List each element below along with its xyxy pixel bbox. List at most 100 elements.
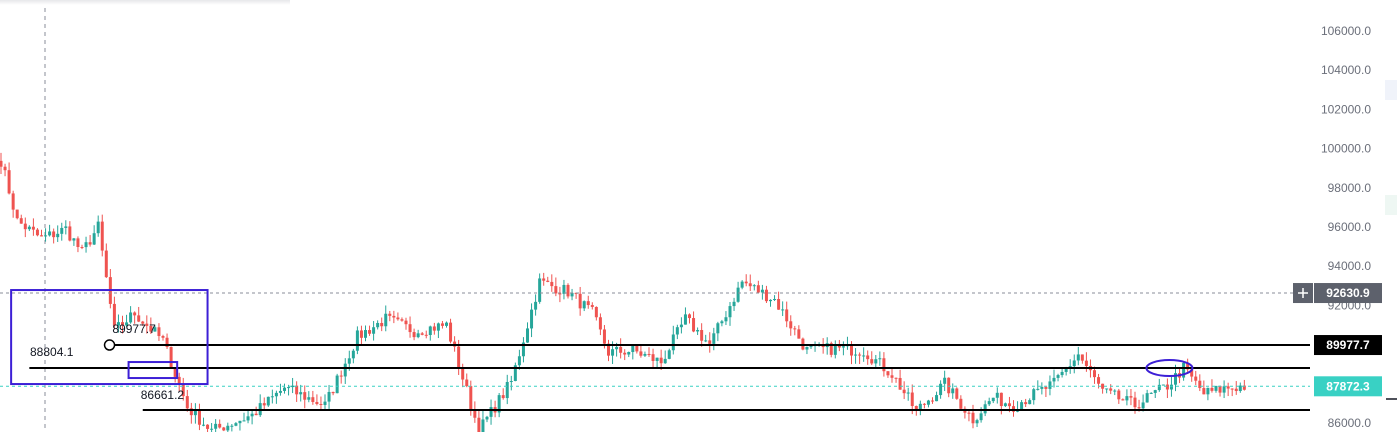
candle-body <box>266 396 270 406</box>
candle-body <box>631 345 635 353</box>
candle-body <box>550 281 554 287</box>
range-rectangle <box>10 289 209 386</box>
candle-body <box>886 371 890 376</box>
candle-body <box>906 392 910 394</box>
candle-body <box>809 346 813 348</box>
candle-body <box>724 317 728 322</box>
candle-body <box>667 350 671 359</box>
candle-body <box>1242 385 1246 390</box>
candle-body <box>623 352 627 355</box>
candle-body <box>31 226 35 230</box>
candle-body <box>542 278 546 281</box>
price-tick-label: 98000.0 <box>1328 181 1372 195</box>
candle-body <box>1113 390 1117 392</box>
candle-body <box>1060 371 1064 376</box>
candle-body <box>526 328 529 343</box>
axis-side-tab <box>1385 195 1397 215</box>
candle-body <box>902 389 906 394</box>
candle-body <box>586 301 590 306</box>
candle-body <box>781 309 785 311</box>
candle-body <box>291 385 295 388</box>
candle-body <box>287 387 291 389</box>
candle-body <box>440 323 444 326</box>
candle-body <box>1169 384 1173 390</box>
price-tick-label: 86000.0 <box>1328 416 1372 430</box>
candle-body <box>311 397 315 402</box>
candle-body <box>837 345 841 348</box>
candle-body <box>1165 384 1169 390</box>
candle-body <box>683 314 687 325</box>
candle-body <box>461 368 465 380</box>
candle-body <box>590 305 594 307</box>
candle-body <box>469 386 473 410</box>
candle-body <box>3 166 7 171</box>
candle-body <box>1117 390 1121 400</box>
candle-body <box>92 233 96 245</box>
candle-body <box>878 358 882 360</box>
candle-body <box>833 345 837 355</box>
candle-body <box>850 344 853 356</box>
horizontal-lines-group[interactable] <box>0 292 1310 412</box>
candle-body <box>866 355 870 360</box>
candle-body <box>704 340 708 342</box>
annotation-label-86661: 86661.2 <box>141 388 185 402</box>
candle-body <box>578 293 582 309</box>
candle-body <box>943 377 947 384</box>
candle-body <box>862 355 866 357</box>
candle-body <box>254 413 258 416</box>
candle-body <box>712 333 716 344</box>
candle-body <box>481 419 485 437</box>
candle-body <box>716 323 720 334</box>
candle-body <box>214 423 218 429</box>
candle-body <box>870 359 874 364</box>
candle-body <box>1028 400 1032 405</box>
candle-body <box>1230 388 1234 390</box>
price-axis[interactable]: 106000.0 104000.0 102000.0 100000.0 98000.0 9… <box>1310 0 1397 432</box>
candle-body <box>100 221 104 251</box>
candle-body <box>274 392 278 397</box>
candle-body <box>513 365 517 382</box>
candle-body <box>485 416 489 420</box>
price-tick-label: 106000.0 <box>1321 24 1371 38</box>
candle-body <box>1182 362 1186 378</box>
candle-body <box>1214 385 1218 391</box>
candle-body <box>607 343 610 356</box>
price-tick-label: 102000.0 <box>1321 102 1371 116</box>
candle-body <box>1226 386 1230 389</box>
candle-body <box>558 293 562 295</box>
candle-body <box>1020 402 1024 410</box>
candle-body <box>570 292 574 297</box>
candle-body <box>1109 388 1113 391</box>
candle-body <box>1206 387 1210 395</box>
annotations-group[interactable]: 89977.7 88804.1 86661.2 <box>10 289 1194 402</box>
candle-body <box>27 226 31 230</box>
candle-body <box>1093 370 1096 378</box>
candle-body <box>44 235 48 237</box>
candle-body <box>655 357 659 361</box>
candle-body <box>388 313 392 316</box>
candle-body <box>1012 406 1015 412</box>
candle-body <box>991 397 995 402</box>
candle-body <box>967 412 971 414</box>
candle-body <box>740 281 744 288</box>
price-badge <box>1314 376 1382 397</box>
candle-body <box>116 322 120 326</box>
anchor-point <box>103 339 116 351</box>
candle-body <box>627 352 631 355</box>
candle-body <box>1198 380 1202 389</box>
candle-body <box>1190 369 1194 377</box>
price-badge-label: 87872.3 <box>1326 379 1370 393</box>
candle-body <box>611 349 615 356</box>
candle-body <box>1125 396 1129 401</box>
candle-body <box>359 330 363 338</box>
candle-body <box>104 250 108 278</box>
candle-body <box>432 326 436 331</box>
candle-body <box>999 392 1003 407</box>
candle-body <box>501 395 505 399</box>
candle-body <box>323 401 327 405</box>
candle-body <box>96 221 100 234</box>
price-tick-label: 96000.0 <box>1328 220 1372 234</box>
axis-side-tab <box>1385 80 1397 100</box>
